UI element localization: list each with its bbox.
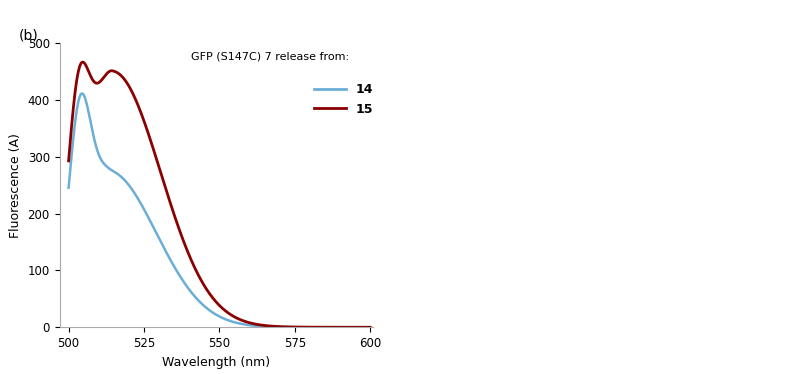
- 14: [299, 325, 309, 329]
- Legend: 14, 15: 14, 15: [314, 83, 373, 116]
- 15: [299, 325, 309, 329]
- 15: [95, 80, 105, 84]
- 14: [95, 154, 105, 159]
- X-axis label: Wavelength (nm): Wavelength (nm): [162, 356, 271, 368]
- Y-axis label: Fluorescence (A): Fluorescence (A): [9, 133, 22, 237]
- 14: [64, 186, 73, 190]
- 15: [272, 324, 281, 329]
- Line: 15: 15: [68, 62, 370, 327]
- Text: GFP (S147C) 7 release from:: GFP (S147C) 7 release from:: [191, 52, 349, 62]
- 14: [305, 325, 314, 329]
- 15: [197, 279, 206, 283]
- 14: [272, 325, 281, 329]
- 15: [64, 159, 73, 163]
- Text: (b): (b): [19, 29, 39, 43]
- 14: [365, 325, 375, 329]
- 15: [305, 325, 314, 329]
- 14: [186, 289, 195, 294]
- 14: [197, 301, 206, 306]
- 15: [365, 325, 375, 329]
- 15: [78, 60, 87, 64]
- Line: 14: 14: [68, 94, 370, 327]
- 15: [186, 257, 195, 261]
- 14: [78, 91, 87, 96]
